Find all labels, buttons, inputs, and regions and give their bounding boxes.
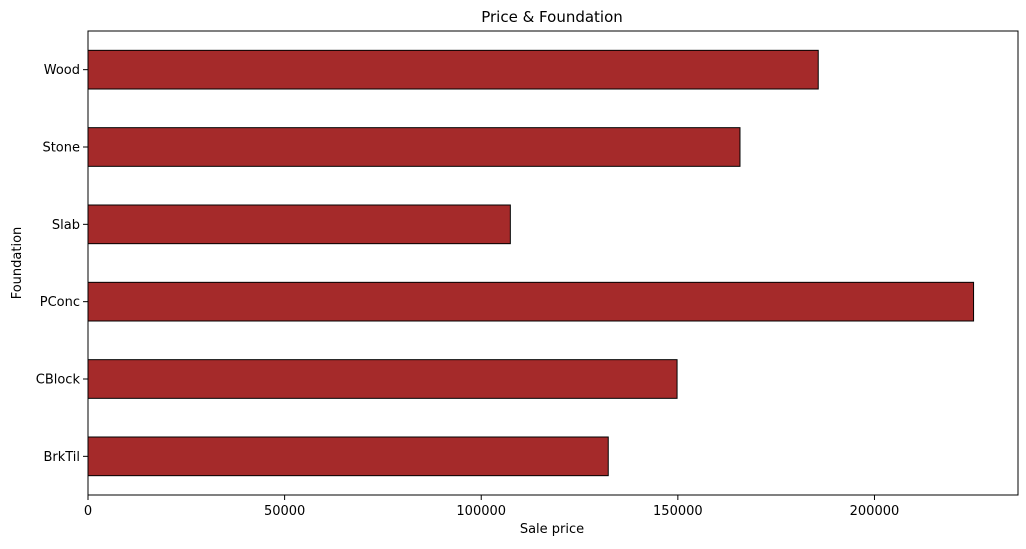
bar-wood <box>87 49 819 90</box>
x-tick-label: 200000 <box>850 504 900 519</box>
x-tick-label: 0 <box>84 504 92 519</box>
y-axis-ticks: BrkTil CBlock PConc Slab Stone Wood <box>36 63 88 465</box>
x-axis-ticks: 0 50000 100000 150000 200000 <box>84 495 899 519</box>
y-tick-label: CBlock <box>36 373 81 388</box>
bar-stone <box>87 127 741 167</box>
y-tick-label: Stone <box>42 141 80 156</box>
x-tick-label: 100000 <box>456 504 506 519</box>
x-axis-label: Sale price <box>520 522 584 537</box>
y-tick-label: PConc <box>40 295 80 310</box>
bar-pconc <box>87 281 975 322</box>
plot-frame <box>87 30 1019 496</box>
x-tick-label: 50000 <box>264 504 305 519</box>
bars-group <box>87 49 975 477</box>
y-tick-label: BrkTil <box>43 450 80 465</box>
y-tick-label: Slab <box>52 218 80 233</box>
bar-cblock <box>87 359 678 399</box>
y-axis-label: Foundation <box>10 227 25 300</box>
bar-slab <box>87 204 511 245</box>
bar-brktil <box>87 436 609 477</box>
y-tick-label: Wood <box>44 63 80 78</box>
chart-title: Price & Foundation <box>481 8 623 26</box>
x-tick-label: 150000 <box>653 504 703 519</box>
